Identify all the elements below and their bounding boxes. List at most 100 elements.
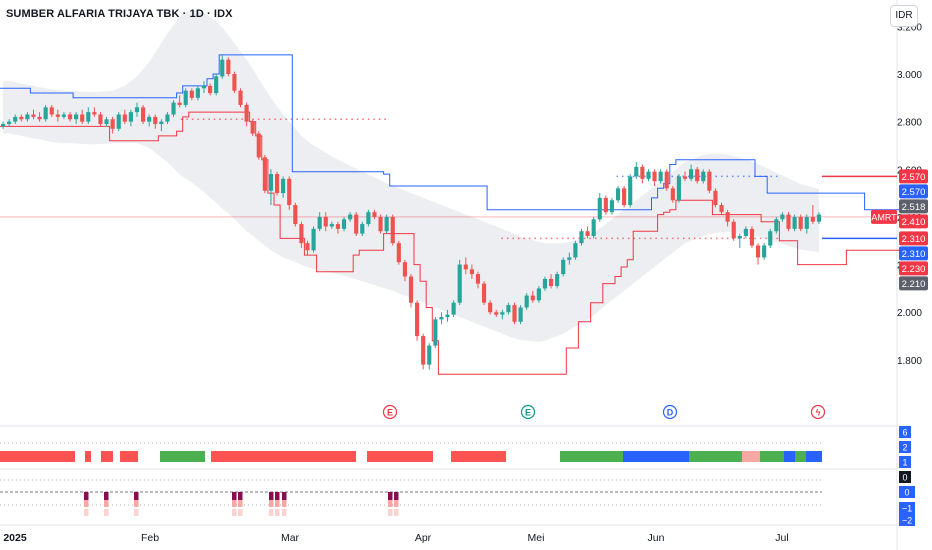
- candle: [390, 216, 395, 244]
- candle: [354, 214, 359, 234]
- candle: [384, 216, 389, 232]
- candle: [640, 166, 645, 179]
- candle: [67, 114, 73, 120]
- time-tick-label: Mar: [281, 532, 300, 544]
- histogram-bar-tail: [269, 500, 274, 507]
- histogram-bar-tail: [275, 500, 280, 507]
- candle: [372, 212, 377, 217]
- candle: [628, 176, 633, 206]
- histogram-bar: [275, 492, 280, 500]
- candle: [311, 228, 316, 251]
- candle: [585, 231, 590, 236]
- price-tag-label: 2.570: [902, 172, 926, 183]
- price-tag-label: 2.410: [902, 217, 926, 228]
- candle: [317, 216, 322, 229]
- histogram-bar: [282, 492, 287, 500]
- histogram-bar: [238, 492, 243, 500]
- candle: [743, 228, 748, 236]
- candle: [682, 176, 688, 179]
- candle: [7, 121, 12, 125]
- candle: [61, 114, 67, 117]
- candle: [183, 90, 188, 105]
- dividend-event-label: D: [667, 408, 674, 418]
- price-tick-label: 3.200: [897, 22, 922, 33]
- indicator2-tick: −2: [902, 516, 912, 526]
- candle: [141, 107, 146, 122]
- indicator1-tick: 1: [902, 458, 907, 468]
- candle: [695, 169, 700, 182]
- candle: [55, 114, 60, 117]
- bollinger-band: [3, 10, 819, 343]
- price-tag: 2.310: [899, 246, 928, 261]
- histogram-bar-tail: [134, 500, 139, 507]
- candle: [37, 116, 42, 120]
- histogram-bar-tail: [104, 509, 109, 516]
- candle: [652, 171, 657, 182]
- histogram-bar-tail: [269, 509, 274, 516]
- histogram-bar-tail: [84, 500, 89, 507]
- histogram-bar-tail: [282, 509, 287, 516]
- indicator-segment: [451, 451, 506, 462]
- candle: [810, 216, 815, 222]
- candle: [268, 174, 274, 191]
- candle: [701, 171, 706, 182]
- candle: [104, 119, 109, 125]
- candle: [86, 112, 91, 122]
- candle: [500, 312, 505, 315]
- candle: [707, 171, 712, 191]
- candle: [98, 114, 103, 125]
- candle: [323, 216, 328, 227]
- indicator2-axis-tag: −1: [899, 502, 915, 514]
- price-tag: 2.570: [899, 169, 928, 184]
- histogram-bar-tail: [388, 509, 393, 516]
- candle: [591, 219, 596, 236]
- indicator-segment: [120, 451, 138, 462]
- candle: [250, 121, 255, 134]
- candle: [165, 114, 170, 122]
- candle: [561, 259, 566, 275]
- candle: [536, 288, 541, 301]
- candle: [439, 316, 444, 320]
- candle: [676, 176, 681, 201]
- indicator-segment: [0, 451, 75, 462]
- candle: [512, 305, 517, 322]
- upper-channel-line: [0, 54, 920, 211]
- time-tick-label: Feb: [141, 532, 159, 544]
- candle: [189, 90, 194, 98]
- candle: [226, 59, 231, 74]
- candle: [402, 262, 407, 277]
- candle: [366, 212, 371, 225]
- candle: [622, 188, 627, 206]
- candle: [244, 104, 249, 122]
- candle: [177, 102, 182, 105]
- indicator-segment: [560, 451, 623, 462]
- time-tick-label: Jul: [775, 532, 788, 544]
- candle: [609, 200, 615, 213]
- earnings-event-label: E: [387, 408, 393, 418]
- candle: [287, 178, 292, 206]
- candle: [396, 243, 401, 263]
- candle: [171, 102, 176, 115]
- currency-button[interactable]: IDR: [890, 5, 918, 27]
- candle: [408, 276, 414, 303]
- histogram-bar-tail: [134, 509, 139, 516]
- indicator1-tick: 2: [902, 443, 907, 453]
- price-tick-label: 1.800: [897, 356, 922, 367]
- indicator-segment: [784, 451, 795, 462]
- indicator-segment: [211, 451, 356, 462]
- indicator-segment: [760, 451, 784, 462]
- histogram-bar: [269, 492, 274, 500]
- earnings-event-marker: E: [520, 404, 536, 420]
- candle: [646, 171, 651, 179]
- candle: [49, 107, 54, 115]
- indicator-segment: [689, 451, 742, 462]
- candle: [281, 178, 286, 194]
- indicator-segment: [742, 451, 760, 462]
- price-tag-label: 2.310: [902, 234, 926, 245]
- histogram-bar: [394, 492, 399, 500]
- histogram-bar-tail: [232, 509, 237, 516]
- candle: [415, 302, 420, 337]
- candle: [110, 119, 115, 129]
- candle: [232, 73, 237, 91]
